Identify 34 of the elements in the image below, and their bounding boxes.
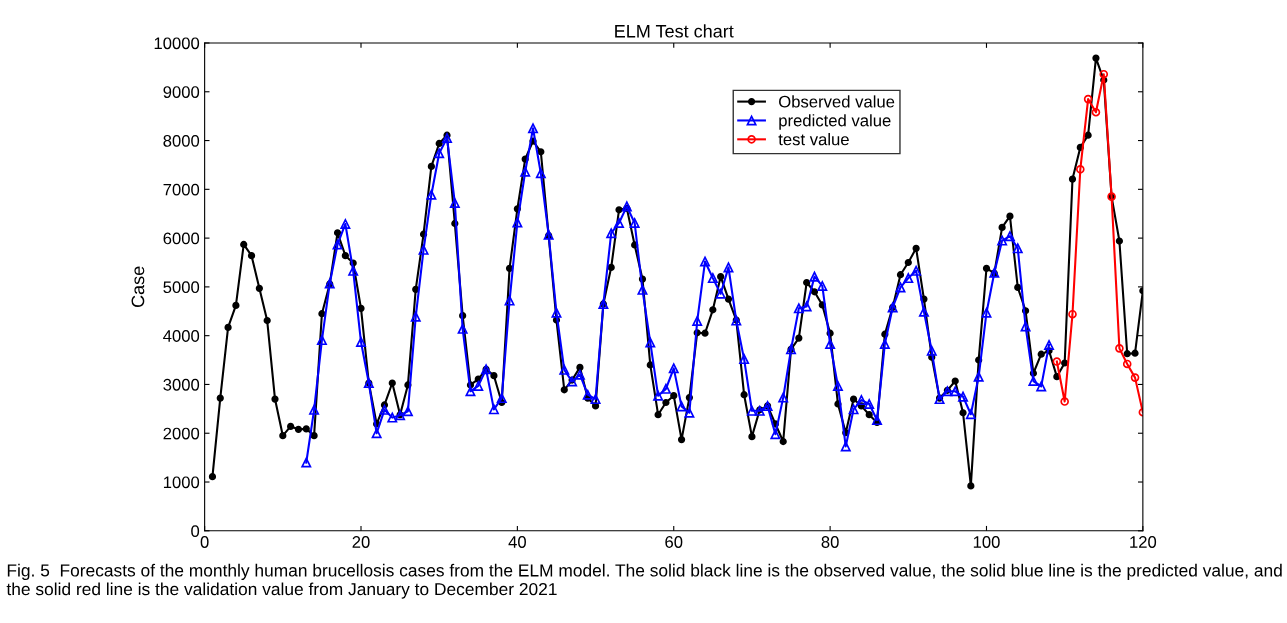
point [1068, 309, 1077, 319]
y-tick-label: 4000 [163, 330, 200, 342]
legend-label: Observed value [779, 95, 895, 108]
legend-label: test value [778, 133, 849, 146]
point [1091, 107, 1101, 117]
y-tick-label: 0 [191, 525, 200, 537]
y-tick-label: 3000 [163, 378, 200, 391]
point [1122, 359, 1132, 369]
y-tick-label: 9000 [163, 86, 200, 98]
y-tick-label: 1000 [163, 476, 200, 489]
x-tick-label: 0 [200, 536, 209, 548]
x-tick-label: 80 [821, 536, 839, 548]
y-tick-label: 7000 [163, 183, 200, 196]
y-tick-label: 8000 [163, 134, 200, 147]
x-tick-label: 60 [665, 536, 683, 548]
y-tick-label: 5000 [163, 281, 200, 294]
x-tick-label: 40 [508, 536, 526, 548]
point [1052, 357, 1062, 366]
x-tick-label: 100 [973, 536, 1000, 548]
legend-label: predicted value [779, 114, 891, 130]
x-tick-label: 120 [1130, 536, 1157, 548]
chart-title: ELM Test chart [615, 24, 734, 38]
point [1099, 69, 1109, 79]
y-axis-title: Case [131, 266, 145, 308]
point [1130, 373, 1140, 382]
point [1115, 344, 1124, 353]
caption: Fig. 5 Forecasts of the monthly human brucellosis cases from the ELM model. The solid black line is the observed value, the solid blue line is the predicted value, and the solid red line is the validation value from January to December 2021 [6, 563, 1282, 599]
point [1083, 94, 1093, 104]
y-tick-label: 2000 [163, 427, 200, 440]
point [1060, 397, 1069, 406]
y-tick-label: 10000 [154, 37, 200, 50]
y-tick-label: 6000 [163, 232, 200, 245]
x-tick-label: 20 [352, 536, 370, 548]
point [1076, 165, 1085, 174]
